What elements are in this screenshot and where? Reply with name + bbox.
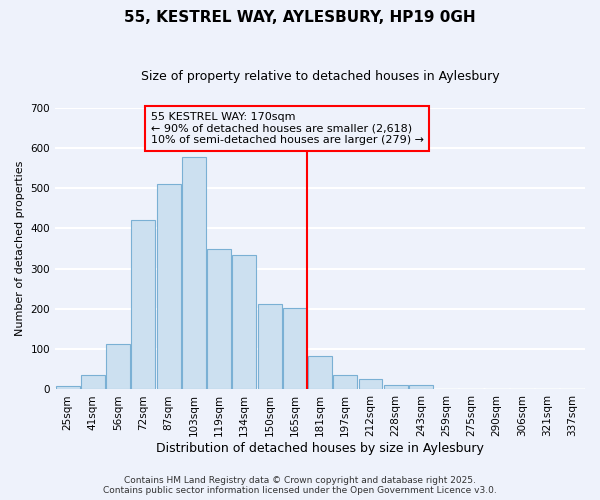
Bar: [157, 184, 181, 390]
Bar: [359, 380, 382, 390]
Bar: [81, 376, 105, 390]
Bar: [333, 374, 357, 390]
Bar: [56, 386, 80, 390]
Bar: [232, 254, 256, 390]
Text: Contains HM Land Registry data © Crown copyright and database right 2025.
Contai: Contains HM Land Registry data © Crown c…: [103, 476, 497, 495]
Bar: [560, 388, 584, 390]
Text: 55, KESTREL WAY, AYLESBURY, HP19 0GH: 55, KESTREL WAY, AYLESBURY, HP19 0GH: [124, 10, 476, 25]
Bar: [257, 304, 281, 390]
Bar: [207, 250, 231, 390]
Bar: [131, 220, 155, 390]
X-axis label: Distribution of detached houses by size in Aylesbury: Distribution of detached houses by size …: [156, 442, 484, 455]
Bar: [409, 384, 433, 390]
Bar: [283, 308, 307, 390]
Text: 55 KESTREL WAY: 170sqm
← 90% of detached houses are smaller (2,618)
10% of semi-: 55 KESTREL WAY: 170sqm ← 90% of detached…: [151, 112, 424, 145]
Bar: [384, 384, 408, 390]
Bar: [308, 356, 332, 390]
Bar: [182, 157, 206, 390]
Title: Size of property relative to detached houses in Aylesbury: Size of property relative to detached ho…: [141, 70, 499, 83]
Y-axis label: Number of detached properties: Number of detached properties: [15, 161, 25, 336]
Bar: [106, 344, 130, 390]
